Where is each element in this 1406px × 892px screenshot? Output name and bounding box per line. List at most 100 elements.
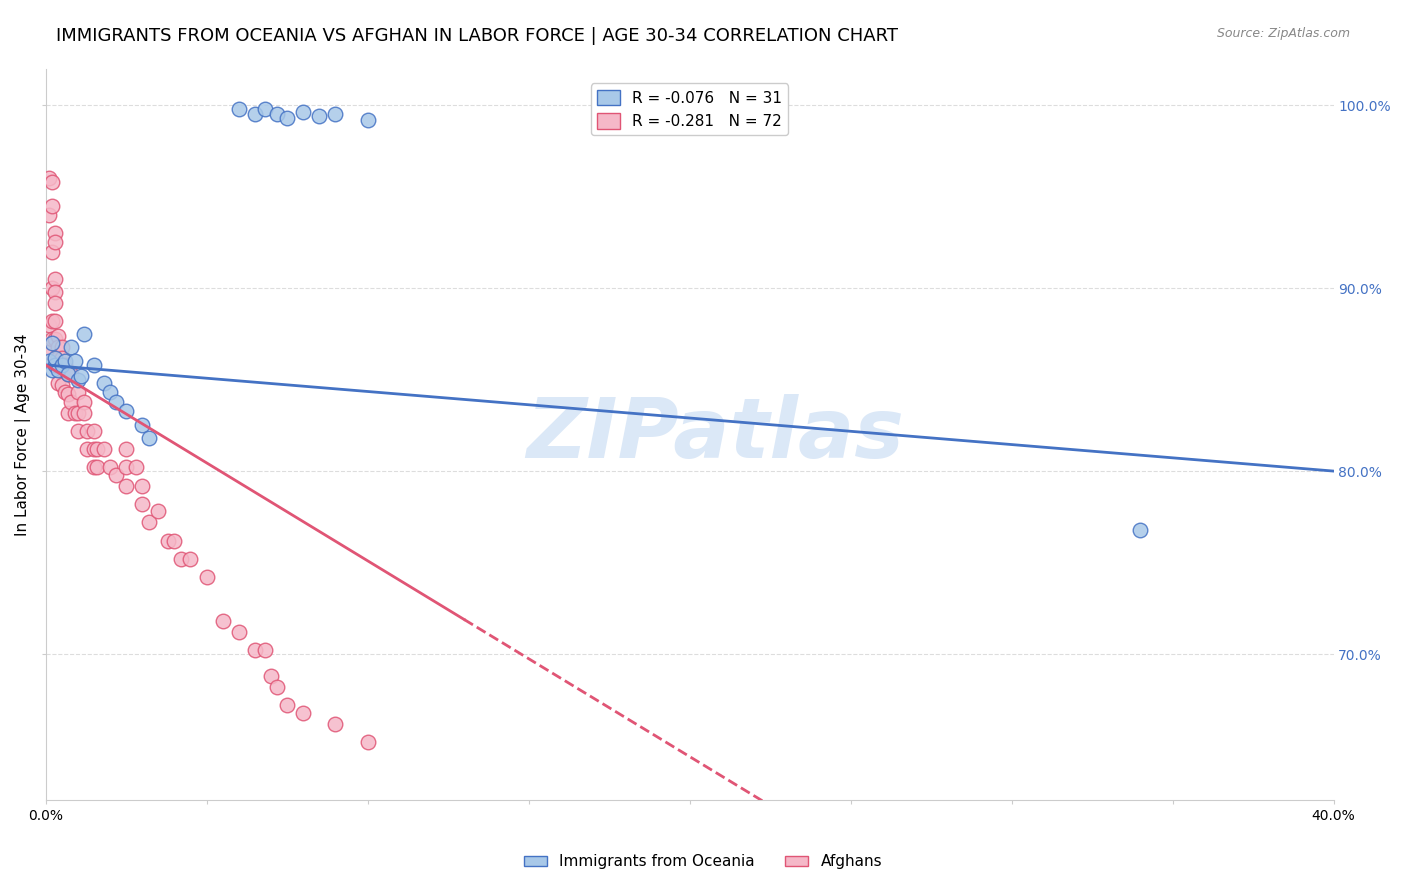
Point — [44, 295, 66, 310]
Point — [115, 442, 138, 457]
Point — [41, 199, 63, 213]
Point — [41, 332, 63, 346]
Point — [98, 460, 121, 475]
Point — [60, 367, 83, 381]
Point — [292, 706, 315, 720]
Point — [56, 367, 79, 381]
Point — [41, 244, 63, 259]
Point — [228, 625, 250, 640]
Point — [325, 107, 347, 121]
Point — [253, 643, 276, 657]
Point — [56, 405, 79, 419]
Point — [56, 367, 79, 381]
Point — [98, 385, 121, 400]
Point — [70, 368, 93, 383]
Point — [356, 112, 378, 127]
Point — [156, 533, 179, 548]
Point — [38, 318, 60, 332]
Point — [44, 332, 66, 346]
Point — [48, 376, 70, 391]
Point — [66, 424, 89, 438]
Point — [138, 516, 160, 530]
Point — [131, 479, 153, 493]
Point — [105, 394, 128, 409]
Point — [44, 285, 66, 299]
Point — [170, 552, 193, 566]
Point — [44, 351, 66, 365]
Point — [83, 460, 105, 475]
Point — [138, 431, 160, 445]
Point — [115, 479, 138, 493]
Point — [53, 354, 76, 368]
Point — [325, 716, 347, 731]
Point — [48, 340, 70, 354]
Y-axis label: In Labor Force | Age 30-34: In Labor Force | Age 30-34 — [15, 334, 31, 536]
Point — [228, 102, 250, 116]
Point — [308, 109, 330, 123]
Point — [266, 107, 288, 121]
Point — [51, 358, 73, 372]
Point — [51, 351, 73, 365]
Point — [60, 394, 83, 409]
Point — [44, 314, 66, 328]
Point — [73, 394, 96, 409]
Point — [66, 385, 89, 400]
Point — [38, 208, 60, 222]
Point — [83, 358, 105, 372]
Point — [56, 387, 79, 401]
Point — [63, 405, 86, 419]
Point — [292, 105, 315, 120]
Point — [125, 460, 148, 475]
Point — [356, 735, 378, 749]
Point — [115, 403, 138, 417]
Text: ZIPatlas: ZIPatlas — [526, 394, 904, 475]
Point — [253, 102, 276, 116]
Point — [131, 418, 153, 433]
Point — [41, 281, 63, 295]
Point — [73, 405, 96, 419]
Point — [195, 570, 218, 584]
Point — [86, 442, 108, 457]
Point — [163, 533, 186, 548]
Point — [41, 175, 63, 189]
Point — [260, 669, 283, 683]
Point — [38, 171, 60, 186]
Point — [83, 424, 105, 438]
Point — [53, 358, 76, 372]
Point — [51, 359, 73, 374]
Point — [211, 614, 233, 628]
Text: IMMIGRANTS FROM OCEANIA VS AFGHAN IN LABOR FORCE | AGE 30-34 CORRELATION CHART: IMMIGRANTS FROM OCEANIA VS AFGHAN IN LAB… — [56, 27, 898, 45]
Point — [131, 497, 153, 511]
Point — [53, 385, 76, 400]
Point — [48, 363, 70, 377]
Point — [44, 358, 66, 372]
Point — [44, 226, 66, 240]
Point — [44, 272, 66, 286]
Point — [60, 340, 83, 354]
Point — [48, 359, 70, 374]
Point — [93, 376, 115, 391]
Point — [41, 363, 63, 377]
Point — [266, 680, 288, 694]
Point — [115, 460, 138, 475]
Point — [41, 314, 63, 328]
Point — [276, 111, 298, 125]
Point — [38, 354, 60, 368]
Point — [48, 328, 70, 343]
Point — [86, 460, 108, 475]
Point — [73, 326, 96, 341]
Point — [76, 442, 98, 457]
Point — [148, 504, 170, 518]
Point — [76, 424, 98, 438]
Point — [51, 340, 73, 354]
Point — [276, 698, 298, 713]
Point — [63, 354, 86, 368]
Point — [66, 405, 89, 419]
Legend: R = -0.076   N = 31, R = -0.281   N = 72: R = -0.076 N = 31, R = -0.281 N = 72 — [591, 84, 789, 136]
Point — [83, 442, 105, 457]
Point — [44, 235, 66, 250]
Legend: Immigrants from Oceania, Afghans: Immigrants from Oceania, Afghans — [517, 848, 889, 875]
Point — [179, 552, 201, 566]
Point — [93, 442, 115, 457]
Point — [48, 351, 70, 365]
